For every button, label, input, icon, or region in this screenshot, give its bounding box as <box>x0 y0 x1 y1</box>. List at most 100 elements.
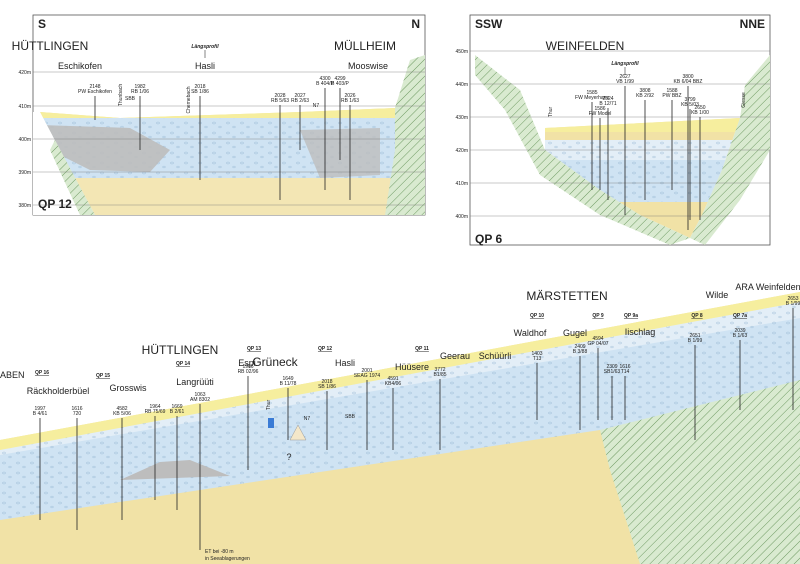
place-label: HÜTTLINGEN <box>142 343 219 357</box>
place-label: Gugel <box>563 328 587 338</box>
borehole-name: B 1/63 <box>733 333 748 339</box>
borehole-name: SB 1/86 <box>191 89 209 95</box>
section-label: QP 6 <box>475 232 502 246</box>
place-label: Thur <box>548 107 554 118</box>
borehole-name: B 11/78 <box>280 381 297 387</box>
place-label: QP 11 <box>415 346 429 352</box>
place-label: N7 <box>313 103 320 109</box>
place-label: QP 13 <box>247 346 261 352</box>
borehole-name: SB1/63 <box>604 369 621 375</box>
borehole-name: KB 2/92 <box>636 93 654 99</box>
borehole-id: 1982 <box>134 84 145 90</box>
direction-left: S <box>38 17 46 31</box>
borehole-id: 1063 <box>194 392 205 398</box>
place-label: QP 10 <box>530 313 544 319</box>
borehole-name: KB 5/03 <box>681 102 699 108</box>
place-label: Iischlag <box>625 327 656 337</box>
borehole-name: AM 8302 <box>190 397 210 403</box>
place-label: ? <box>286 452 291 462</box>
section-label: QP 12 <box>38 197 72 211</box>
borehole-name: KB 1/00 <box>691 110 709 116</box>
place-label: Waldhof <box>514 328 547 338</box>
borehole-name: RB 1/06 <box>131 89 149 95</box>
borehole-name: 720 <box>73 411 82 417</box>
borehole-name: KB 5/06 <box>113 411 131 417</box>
place-label: Espi <box>238 358 256 368</box>
elevation-label: 410m <box>455 181 468 187</box>
place-label: Mooswise <box>348 61 388 71</box>
borehole-name: SEAG 1974 <box>354 373 381 379</box>
place-label: SBB <box>345 414 356 420</box>
profile-marker: Längsprofil <box>611 61 639 67</box>
borehole-name: VB 1/99 <box>616 79 634 85</box>
place-label: Grüneck <box>252 355 298 369</box>
borehole-name: SB 1/86 <box>318 384 336 390</box>
borehole-name: B 4/61 <box>33 411 48 417</box>
borehole-id: 2001 <box>361 368 372 374</box>
place-label: Giesse <box>741 92 747 108</box>
elevation-label: 390m <box>18 170 31 176</box>
borehole-id: 4594 <box>592 336 603 342</box>
place-label: HÜTTLINGEN <box>12 39 89 53</box>
borehole-id: 4299 <box>334 76 345 82</box>
borehole-id: 1997 <box>34 406 45 412</box>
place-label: Geerau <box>440 351 470 361</box>
place-label: QP 7a <box>733 313 747 319</box>
borehole-name: B 1/99 <box>786 301 800 307</box>
borehole-name: RB 2/63 <box>291 98 309 104</box>
borehole-id: 2651 <box>689 333 700 339</box>
borehole-name: RB 5/63 <box>271 98 289 104</box>
borehole-name: RB 02/96 <box>238 369 259 375</box>
note: in Seeablagerungen <box>205 556 250 562</box>
borehole-name: B 1/99 <box>688 338 703 344</box>
borehole-name: FW Meyerhans <box>575 95 609 101</box>
place-label: ABEN <box>0 370 25 380</box>
borehole-name: B 12/71 <box>599 101 616 107</box>
place-label: QP 8 <box>691 313 703 319</box>
borehole-name: B 404/P <box>316 81 334 87</box>
elevation-label: 400m <box>455 214 468 220</box>
elevation-label: 400m <box>18 137 31 143</box>
borehole-id: 4582 <box>116 406 127 412</box>
place-label: Hasli <box>195 61 215 71</box>
place-label: MÜLLHEIM <box>334 39 396 53</box>
profile-marker: Längsprofil <box>191 44 219 50</box>
place-label: Langrüüti <box>176 377 214 387</box>
place-label: ARA Weinfelden <box>735 282 800 292</box>
borehole-id: 3799 <box>684 97 695 103</box>
elevation-label: 420m <box>455 148 468 154</box>
place-label: Hasli <box>335 358 355 368</box>
borehole-id: 2039 <box>734 328 745 334</box>
elevation-label: 420m <box>18 70 31 76</box>
longitudinal-section: ABEN QP 16 Räckholderbüel QP 15 Grosswis QP 1… <box>0 282 800 564</box>
borehole-name: KB4/06 <box>385 381 402 387</box>
place-label: Chemebach <box>186 86 192 113</box>
borehole-id: 2650 <box>694 105 705 111</box>
borehole-name: T13 <box>533 356 542 362</box>
direction-right: N <box>411 17 420 31</box>
place-label: QP 14 <box>176 361 190 367</box>
place-label: Wilde <box>706 290 729 300</box>
elevation-label: 380m <box>18 203 31 209</box>
borehole-name: GP 04/07 <box>587 341 608 347</box>
borehole-id: 3808 <box>639 88 650 94</box>
borehole-id: 1669 <box>171 404 182 410</box>
elevation-label: 450m <box>455 49 468 55</box>
borehole-name: B1/85 <box>433 372 446 378</box>
place-label: Grosswis <box>109 383 147 393</box>
borehole-id: 1585 <box>586 90 597 96</box>
place-label: Hüüsere <box>395 362 429 372</box>
place-label: Thunbach <box>118 84 124 106</box>
place-label: MÄRSTETTEN <box>526 289 607 303</box>
borehole-id: 4591 <box>387 376 398 382</box>
place-label: QP 15 <box>96 373 110 379</box>
borehole-id: 1586 <box>594 106 605 112</box>
place-label: SBB <box>125 96 136 102</box>
borehole-id: 2028 <box>274 93 285 99</box>
elevation-label: 410m <box>18 104 31 110</box>
borehole-id: 1403 <box>531 351 542 357</box>
borehole-name: KB 6/04 BBZ <box>674 79 703 85</box>
place-label: Thur <box>266 400 272 411</box>
borehole-name: FW Model <box>589 111 612 117</box>
